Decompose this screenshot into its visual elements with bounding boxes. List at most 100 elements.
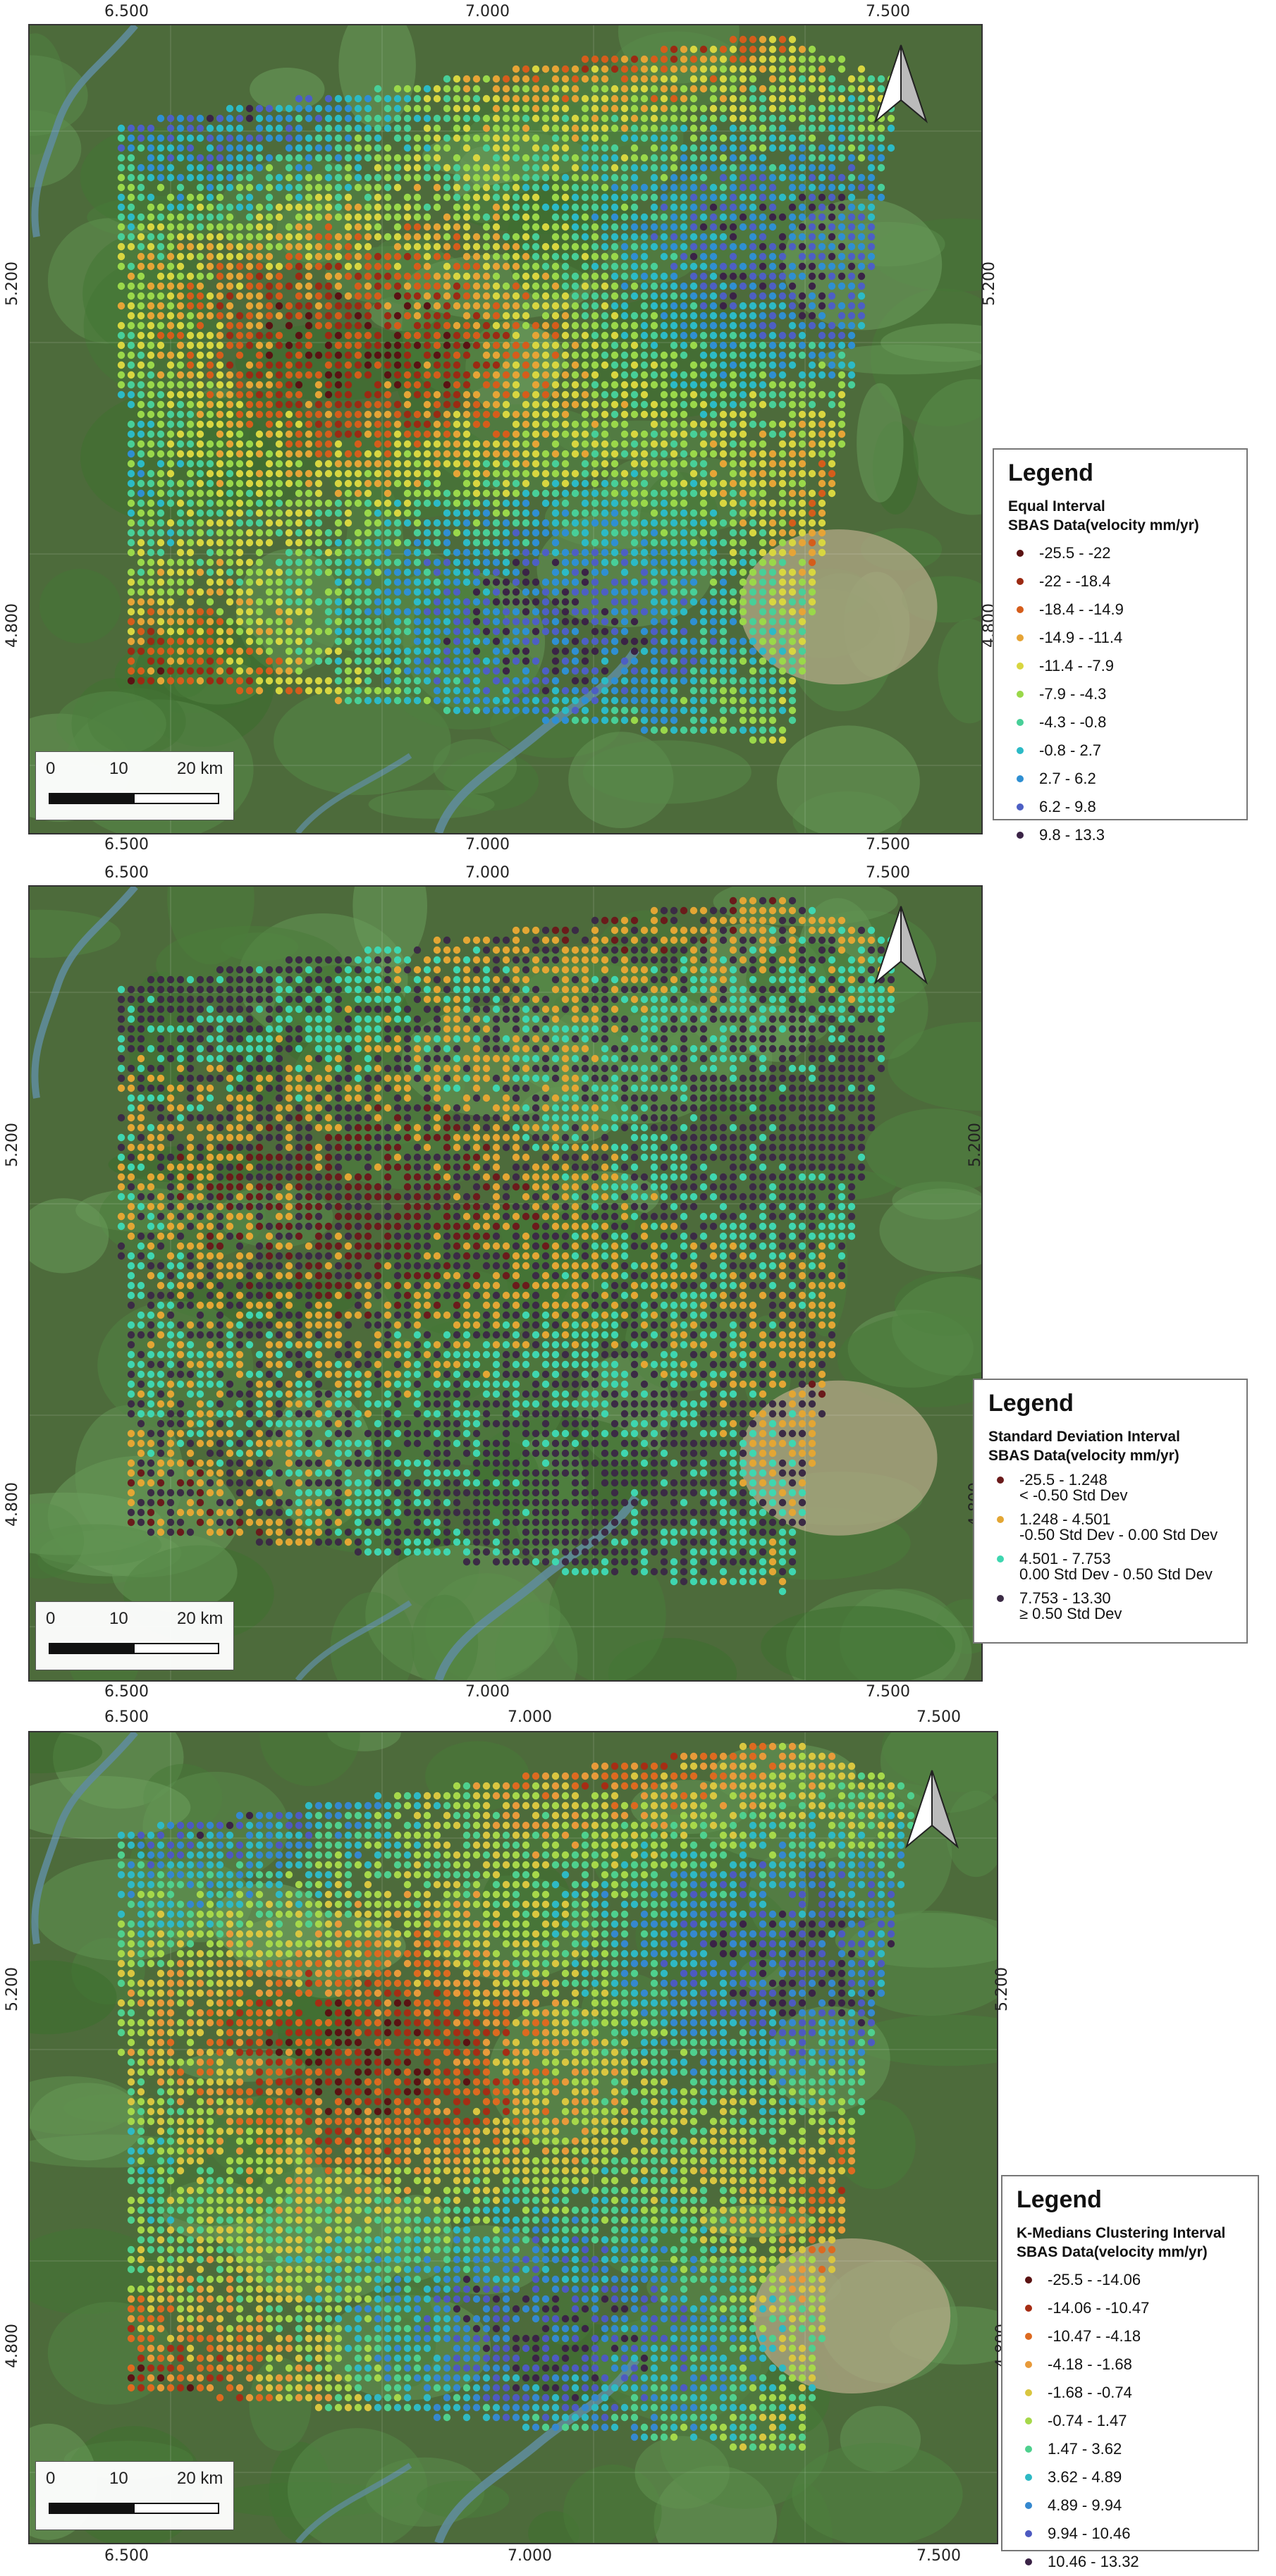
map-frame[interactable]: 0 10 20 km bbox=[28, 24, 983, 834]
sbas-point bbox=[245, 272, 254, 281]
sbas-point bbox=[798, 321, 806, 330]
sbas-point bbox=[492, 331, 501, 340]
sbas-point bbox=[492, 361, 501, 369]
sbas-point bbox=[443, 420, 451, 429]
sbas-point bbox=[670, 193, 678, 202]
sbas-point bbox=[561, 85, 570, 93]
sbas-point bbox=[749, 361, 757, 369]
sbas-point bbox=[818, 252, 826, 261]
sbas-point bbox=[206, 242, 214, 251]
sbas-point bbox=[462, 627, 471, 636]
sbas-point bbox=[650, 677, 658, 685]
sbas-point bbox=[305, 519, 313, 527]
sbas-point bbox=[492, 400, 501, 409]
sbas-point bbox=[867, 985, 876, 994]
sbas-point bbox=[620, 272, 629, 281]
sbas-point bbox=[255, 203, 264, 211]
sbas-point bbox=[374, 381, 382, 389]
sbas-point bbox=[532, 203, 540, 211]
sbas-point bbox=[601, 966, 609, 974]
sbas-point bbox=[591, 430, 599, 438]
sbas-point bbox=[601, 164, 609, 172]
sbas-point bbox=[630, 94, 639, 103]
sbas-point bbox=[522, 341, 530, 350]
sbas-point bbox=[403, 371, 412, 379]
sbas-point bbox=[305, 213, 313, 221]
sbas-point bbox=[423, 262, 431, 271]
sbas-point bbox=[759, 706, 767, 715]
sbas-point bbox=[147, 173, 155, 182]
sbas-point bbox=[838, 321, 846, 330]
sbas-point bbox=[778, 608, 787, 616]
sbas-point bbox=[838, 104, 846, 113]
sbas-point bbox=[216, 460, 224, 468]
sbas-point bbox=[759, 430, 767, 438]
sbas-point bbox=[127, 608, 135, 616]
sbas-point bbox=[759, 213, 767, 221]
sbas-point bbox=[314, 460, 323, 468]
sbas-point bbox=[571, 282, 579, 290]
sbas-point bbox=[226, 144, 234, 152]
sbas-point bbox=[867, 183, 876, 192]
sbas-point bbox=[157, 420, 165, 429]
sbas-point bbox=[403, 686, 412, 695]
sbas-point bbox=[630, 509, 639, 517]
sbas-point bbox=[324, 588, 333, 596]
sbas-point bbox=[640, 213, 649, 221]
sbas-point bbox=[334, 154, 343, 162]
sbas-point bbox=[334, 647, 343, 655]
sbas-point bbox=[492, 956, 501, 964]
sbas-point bbox=[413, 164, 422, 172]
sbas-point bbox=[314, 292, 323, 300]
sbas-point bbox=[818, 538, 826, 547]
sbas-point bbox=[403, 272, 412, 281]
sbas-point bbox=[749, 420, 757, 429]
sbas-point bbox=[611, 55, 619, 63]
sbas-point bbox=[591, 390, 599, 399]
sbas-point bbox=[423, 657, 431, 665]
sbas-point bbox=[186, 312, 195, 320]
sbas-point bbox=[384, 985, 392, 994]
sbas-point bbox=[137, 519, 145, 527]
sbas-point bbox=[374, 696, 382, 705]
sbas-point bbox=[541, 519, 550, 527]
sbas-point bbox=[571, 926, 579, 935]
sbas-point bbox=[324, 677, 333, 685]
sbas-point bbox=[186, 588, 195, 596]
sbas-point bbox=[443, 351, 451, 359]
sbas-point bbox=[186, 519, 195, 527]
sbas-point bbox=[127, 657, 135, 665]
sbas-point bbox=[374, 154, 382, 162]
sbas-point bbox=[186, 351, 195, 359]
sbas-point bbox=[640, 124, 649, 133]
sbas-point bbox=[374, 460, 382, 468]
sbas-point bbox=[709, 578, 718, 586]
sbas-point bbox=[532, 381, 540, 389]
sbas-point bbox=[462, 667, 471, 675]
sbas-point bbox=[532, 489, 540, 498]
sbas-point bbox=[670, 479, 678, 488]
sbas-point bbox=[551, 410, 560, 419]
sbas-point bbox=[699, 489, 708, 498]
sbas-point bbox=[601, 548, 609, 557]
sbas-point bbox=[393, 956, 402, 964]
sbas-point bbox=[749, 906, 757, 915]
legend-item: -18.4 - -14.9 bbox=[1008, 596, 1234, 624]
sbas-point bbox=[334, 509, 343, 517]
sbas-point bbox=[462, 351, 471, 359]
sbas-point bbox=[344, 164, 352, 172]
sbas-point bbox=[166, 321, 175, 330]
sbas-point bbox=[522, 657, 530, 665]
sbas-point bbox=[462, 617, 471, 626]
sbas-point bbox=[581, 956, 589, 964]
sbas-point bbox=[275, 410, 283, 419]
sbas-point bbox=[620, 578, 629, 586]
sbas-point bbox=[778, 114, 787, 123]
sbas-point bbox=[166, 134, 175, 142]
sbas-point bbox=[541, 164, 550, 172]
map-frame[interactable]: 0 10 20 km bbox=[28, 885, 983, 1682]
sbas-point bbox=[571, 124, 579, 133]
sbas-point bbox=[551, 114, 560, 123]
sbas-point bbox=[186, 213, 195, 221]
sbas-point bbox=[571, 608, 579, 616]
